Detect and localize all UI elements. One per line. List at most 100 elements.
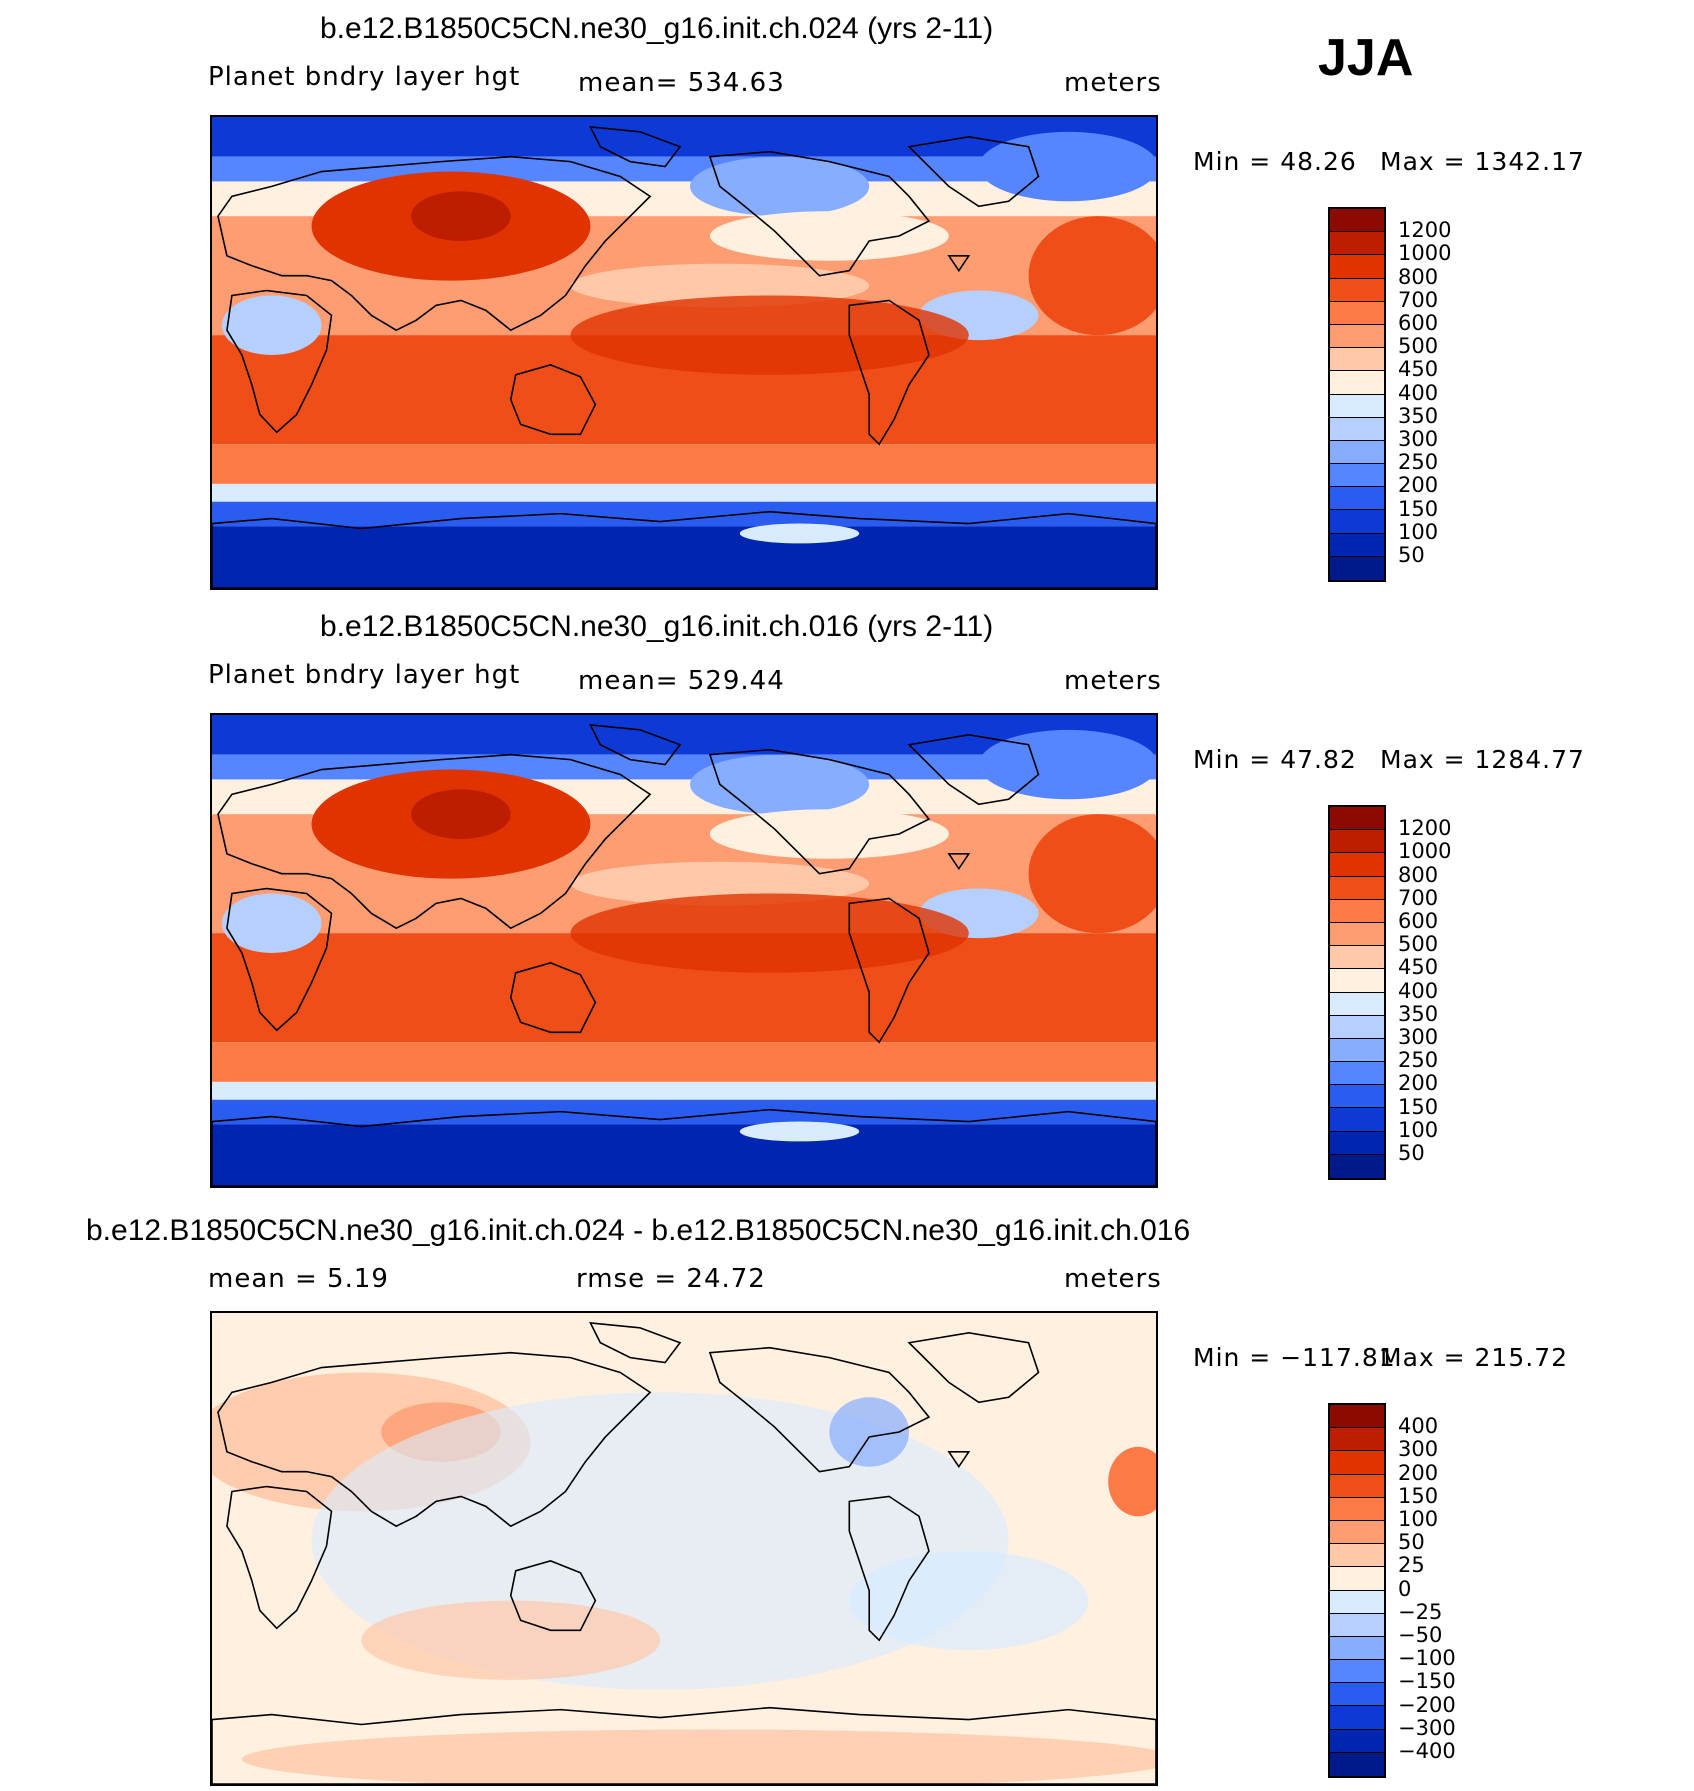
colorbar-label: −50 xyxy=(1398,1623,1443,1647)
coastline xyxy=(509,364,597,436)
colorbar-swatch xyxy=(1330,1474,1384,1498)
panel-2-min: Min = 47.82 xyxy=(1193,745,1357,774)
colorbar-label: 250 xyxy=(1398,1048,1439,1073)
panel-1-max: Max = 1342.17 xyxy=(1380,147,1585,176)
colorbar-label: −25 xyxy=(1398,1599,1443,1624)
coastline xyxy=(589,1321,682,1364)
coastline xyxy=(509,1560,597,1632)
coastline xyxy=(848,299,930,446)
coastline xyxy=(226,1485,333,1630)
colorbar-label: −400 xyxy=(1398,1739,1456,1763)
colorbar-label: 1000 xyxy=(1398,241,1452,266)
colorbar-swatch xyxy=(1330,417,1384,441)
colorbar-label: 800 xyxy=(1398,264,1439,289)
colorbar-label: 150 xyxy=(1398,1094,1439,1119)
panel-1-variable-label: Planet bndry layer hgt xyxy=(208,62,521,92)
colorbar-swatch xyxy=(1330,969,1384,993)
colorbar-label: 500 xyxy=(1398,334,1439,359)
panel-3-rmse-label: rmse = 24.72 xyxy=(576,1264,766,1294)
field-band xyxy=(212,501,1156,527)
field-blob xyxy=(1108,1446,1156,1517)
colorbar-label: 800 xyxy=(1398,862,1439,887)
coastline xyxy=(589,723,682,766)
panel-1-mean-label: mean= 534.63 xyxy=(578,68,785,98)
colorbar-swatch xyxy=(1330,1613,1384,1637)
panel-2-colorbar xyxy=(1328,805,1386,1180)
panel-2-title: b.e12.B1850C5CN.ne30_g16.init.ch.016 (yr… xyxy=(320,610,994,643)
coastline xyxy=(708,748,931,875)
colorbar-label: 450 xyxy=(1398,955,1439,980)
coastline xyxy=(708,1346,931,1473)
colorbar-swatch xyxy=(1330,1154,1384,1178)
colorbar-swatch xyxy=(1330,946,1384,970)
colorbar-label: 600 xyxy=(1398,311,1439,335)
colorbar-label: 300 xyxy=(1398,427,1439,451)
season-label: JJA xyxy=(1318,29,1414,87)
field-blob xyxy=(739,1121,860,1142)
coastline xyxy=(226,887,333,1032)
colorbar-label: 150 xyxy=(1398,496,1439,521)
field-blob xyxy=(978,131,1156,202)
coastline xyxy=(589,125,682,168)
panel-3-max: Max = 215.72 xyxy=(1380,1343,1569,1372)
colorbar-swatch xyxy=(1330,922,1384,947)
colorbar-swatch xyxy=(1330,1683,1384,1707)
colorbar-swatch xyxy=(1330,255,1384,279)
field-blob xyxy=(242,1729,1156,1784)
colorbar-swatch xyxy=(1330,1729,1384,1753)
field-band xyxy=(212,1099,1156,1125)
colorbar-swatch xyxy=(1330,1405,1384,1429)
field-blob xyxy=(1028,216,1156,336)
field-band xyxy=(212,1124,1156,1186)
colorbar-label: 600 xyxy=(1398,909,1439,933)
panel-1-colorbar xyxy=(1328,207,1386,582)
panel-2-units-label: meters xyxy=(1064,666,1162,696)
colorbar-swatch xyxy=(1330,1085,1384,1109)
colorbar-label: 500 xyxy=(1398,932,1439,957)
panel-3-map-svg xyxy=(212,1313,1156,1784)
panel-1-map-svg xyxy=(212,117,1156,588)
colorbar-label: 1000 xyxy=(1398,839,1452,864)
colorbar-label: −150 xyxy=(1398,1669,1456,1694)
colorbar-label: 200 xyxy=(1398,1071,1439,1096)
panel-2-map xyxy=(210,713,1158,1188)
field-blob xyxy=(361,1600,661,1680)
field-blob xyxy=(709,809,949,859)
colorbar-swatch xyxy=(1330,1062,1384,1086)
colorbar-swatch xyxy=(1330,830,1384,854)
colorbar-label: 50 xyxy=(1398,543,1425,567)
colorbar-label: 50 xyxy=(1398,1530,1425,1555)
panel-2-map-svg xyxy=(212,715,1156,1186)
colorbar-label: 450 xyxy=(1398,357,1439,382)
colorbar-swatch xyxy=(1330,1660,1384,1684)
field-blob xyxy=(978,729,1156,800)
colorbar-label: 150 xyxy=(1398,1483,1439,1508)
colorbar-swatch xyxy=(1330,1428,1384,1452)
panel-1-map xyxy=(210,115,1158,590)
colorbar-label: 700 xyxy=(1398,287,1439,312)
field-blob xyxy=(411,191,511,241)
field-blob xyxy=(689,156,870,217)
coastline xyxy=(217,1351,652,1528)
colorbar-label: −200 xyxy=(1398,1692,1456,1717)
colorbar-swatch xyxy=(1330,487,1384,511)
field-blob xyxy=(221,893,322,953)
colorbar-swatch xyxy=(1330,533,1384,557)
colorbar-swatch xyxy=(1330,1752,1384,1776)
field-blob xyxy=(689,754,870,815)
panel-1-title: b.e12.B1850C5CN.ne30_g16.init.ch.024 (yr… xyxy=(320,12,994,45)
coastline xyxy=(848,897,930,1044)
coastline xyxy=(226,289,333,434)
colorbar-label: 350 xyxy=(1398,1001,1439,1026)
coastline xyxy=(708,150,931,277)
colorbar-label: −300 xyxy=(1398,1715,1456,1740)
field-blob xyxy=(849,1550,1089,1651)
coastline xyxy=(947,1451,971,1469)
field-blob xyxy=(1028,814,1156,934)
colorbar-swatch xyxy=(1330,348,1384,372)
field-blob xyxy=(411,789,511,839)
colorbar-swatch xyxy=(1330,556,1384,580)
coastline xyxy=(509,962,597,1034)
panel-1-min: Min = 48.26 xyxy=(1193,147,1357,176)
colorbar-swatch xyxy=(1330,1015,1384,1039)
